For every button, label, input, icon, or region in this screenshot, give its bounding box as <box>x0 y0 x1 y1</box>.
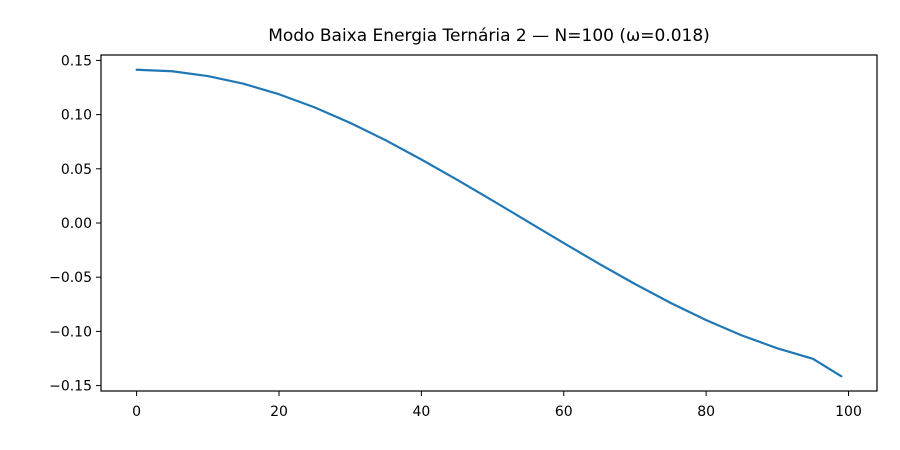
x-tick-label: 0 <box>132 404 141 420</box>
chart-title: Modo Baixa Energia Ternária 2 — N=100 (ω… <box>268 26 710 46</box>
x-tick-label: 100 <box>835 404 862 420</box>
y-tick-label: 0.15 <box>61 53 92 69</box>
x-tick-label: 40 <box>412 404 430 420</box>
axes-frame <box>100 54 878 392</box>
y-tick-label: −0.10 <box>49 324 92 340</box>
x-tick-label: 80 <box>697 404 715 420</box>
x-tick-label: 60 <box>555 404 573 420</box>
x-tick-label: 20 <box>270 404 288 420</box>
y-tick-label: −0.15 <box>49 379 92 395</box>
y-tick-label: 0.05 <box>61 162 92 178</box>
y-tick-label: 0.00 <box>61 216 92 232</box>
plot-area: 0 20 40 60 80 100 0.15 0.10 0.05 0.00 −0.05 −0.10 −0… <box>49 53 878 420</box>
series-line <box>135 68 843 378</box>
y-tick-label: 0.10 <box>61 108 92 124</box>
y-tick-label: −0.05 <box>49 270 92 286</box>
